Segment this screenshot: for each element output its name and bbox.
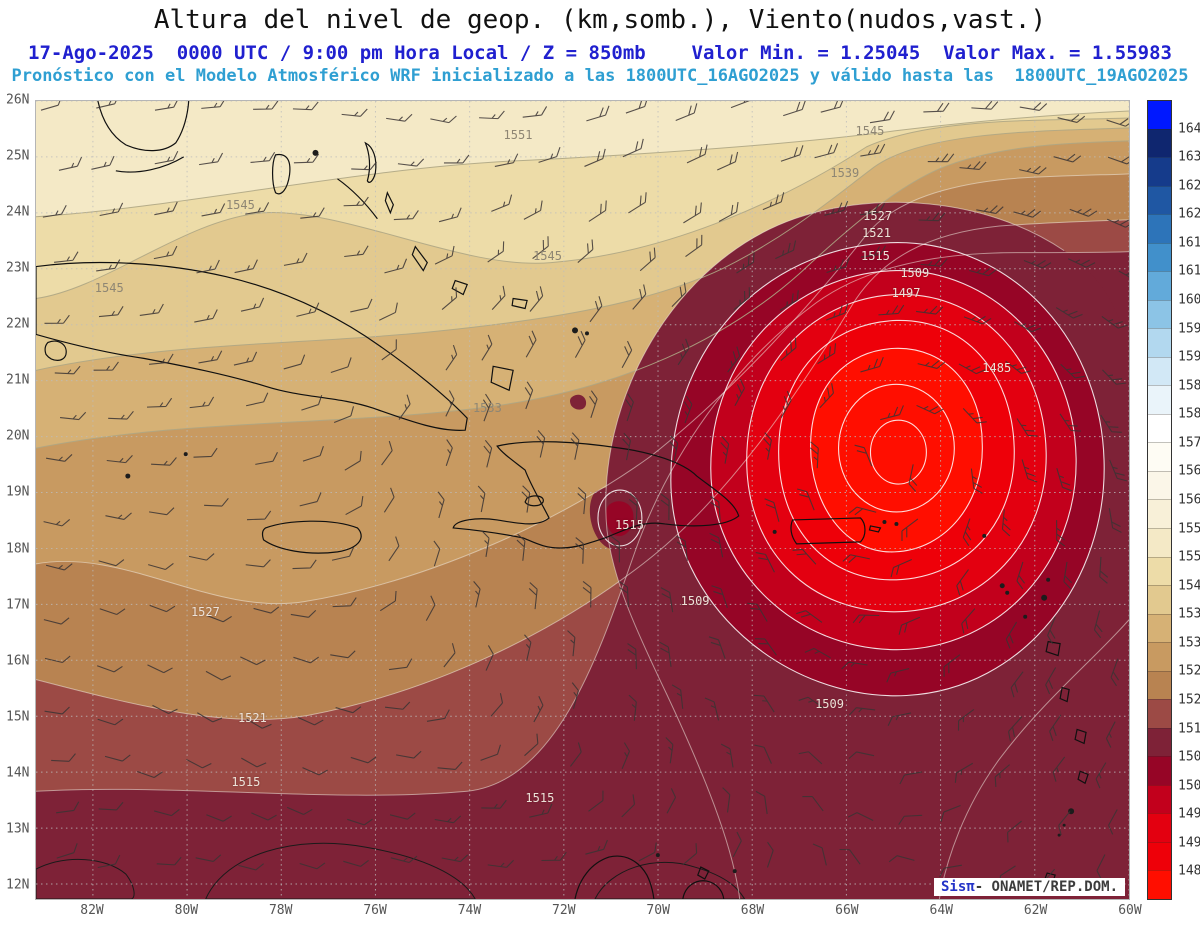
y-tick-label: 14N (6, 765, 30, 781)
x-tick-label: 72W (552, 903, 576, 918)
x-tick-label: 68W (740, 903, 765, 918)
colorbar-level-label: 1521 (1178, 692, 1200, 708)
colorbar-level-label: 1557 (1178, 521, 1200, 537)
colorbar-level-label: 1533 (1178, 635, 1200, 651)
colorbar-segment (1148, 642, 1171, 671)
colorbar-segment (1148, 271, 1171, 300)
colorbar-segment (1148, 385, 1171, 414)
colorbar-level-label: 1575 (1178, 435, 1200, 451)
y-tick-label: 19N (6, 484, 30, 500)
colorbar-level-label: 1641 (1178, 121, 1200, 137)
x-axis-labels: 82W 80W 78W 76W 74W 72W 70W 68W 66W 64W 62W 60W (35, 903, 1141, 921)
colorbar-level-label: 1527 (1178, 663, 1200, 679)
x-tick-label: 80W (174, 903, 199, 918)
colorbar-level-label: 1629 (1178, 178, 1200, 194)
colorbar-level-label: 1587 (1178, 378, 1200, 394)
y-tick-label: 20N (6, 428, 30, 444)
colorbar-segment (1148, 499, 1171, 528)
colorbar-level-label: 1497 (1178, 806, 1200, 822)
watermark: Sisπ- ONAMET/REP.DOM. (933, 878, 1125, 896)
page-title: Altura del nivel de geop. (km,somb.), Vi… (153, 5, 1047, 35)
x-tick-label: 82W (80, 903, 104, 918)
y-tick-label: 15N (6, 709, 30, 725)
coastlines (36, 101, 1089, 899)
wind-barbs (40, 101, 1129, 893)
colorbar-level-label: 1635 (1178, 149, 1200, 165)
colorbar-segment (1148, 727, 1171, 757)
colorbar-level-label: 1599 (1178, 321, 1200, 337)
y-tick-label: 26N (6, 92, 30, 108)
colorbar-segment (1148, 299, 1171, 329)
y-tick-label: 18N (6, 541, 30, 557)
colorbar-segment (1148, 556, 1171, 586)
colorbar-level-label: 1569 (1178, 463, 1200, 479)
x-tick-label: 60W (1118, 903, 1142, 918)
colorbar-level-label: 1485 (1178, 863, 1200, 879)
x-tick-label: 76W (363, 903, 387, 918)
y-axis-labels: 26N 25N 24N 23N 22N 21N 20N 19N 18N 17N 16N 15N 14N 1… (6, 93, 36, 900)
y-tick-label: 12N (6, 877, 30, 893)
colorbar-segment (1148, 470, 1171, 500)
colorbar-segment (1148, 157, 1171, 186)
x-tick-label: 78W (268, 903, 293, 918)
y-tick-label: 13N (6, 821, 30, 837)
colorbar-segment (1148, 356, 1171, 386)
colorbar-segment (1148, 242, 1171, 272)
x-tick-label: 62W (1023, 903, 1048, 918)
x-tick-label: 70W (646, 903, 670, 918)
y-tick-label: 16N (6, 653, 30, 669)
colorbar-segment (1148, 328, 1171, 357)
colorbar-level-label: 1539 (1178, 606, 1200, 622)
y-tick-label: 24N (6, 204, 30, 220)
colorbar-level-label: 1617 (1178, 235, 1200, 251)
colorbar (1147, 100, 1172, 900)
watermark-brand: Sisπ (940, 879, 975, 895)
lat-lon-grid (36, 101, 1129, 899)
colorbar-segment (1148, 699, 1171, 728)
colorbar-level-label: 1563 (1178, 492, 1200, 508)
y-tick-label: 25N (6, 148, 30, 164)
y-tick-label: 22N (6, 316, 30, 332)
colorbar-level-label: 1503 (1178, 778, 1200, 794)
x-tick-label: 66W (835, 903, 859, 918)
colorbar-segment (1148, 613, 1171, 643)
colorbar-segment (1148, 813, 1171, 842)
colorbar-segment (1148, 670, 1171, 700)
contour-field-svg (36, 101, 1129, 899)
colorbar-level-label: 1545 (1178, 578, 1200, 594)
colorbar-level-label: 1515 (1178, 721, 1200, 737)
contour-lines (36, 110, 1129, 899)
colorbar-segment (1148, 413, 1171, 443)
colorbar-segment (1148, 527, 1171, 557)
x-tick-label: 64W (929, 903, 953, 918)
colorbar-segment (1148, 585, 1171, 614)
colorbar-level-label: 1551 (1178, 549, 1200, 565)
subtitle-datetime: 17-Ago-2025 0000 UTC / 9:00 pm Hora Loca… (28, 42, 1172, 64)
colorbar-level-label: 1509 (1178, 749, 1200, 765)
y-tick-label: 21N (6, 372, 30, 388)
colorbar-segment (1148, 442, 1171, 471)
colorbar-segment (1148, 101, 1171, 129)
colorbar-level-label: 1623 (1178, 206, 1200, 222)
colorbar-segment (1148, 756, 1171, 785)
subtitle-model-run: Pronóstico con el Modelo Atmosférico WRF… (11, 66, 1189, 86)
colorbar-segment (1148, 185, 1171, 215)
colorbar-segment (1148, 841, 1171, 871)
x-tick-label: 74W (457, 903, 482, 918)
colorbar-segment (1148, 784, 1171, 814)
y-tick-label: 17N (6, 597, 30, 613)
colorbar-segment (1148, 870, 1171, 899)
colorbar-level-label: 1605 (1178, 292, 1200, 308)
map-plot-area: 1551 1545 1545 1545 1545 1539 1533 1527 1527 1521… (35, 100, 1130, 900)
watermark-org: - ONAMET/REP.DOM. (974, 879, 1118, 895)
colorbar-level-label: 1593 (1178, 349, 1200, 365)
y-tick-label: 23N (6, 260, 30, 276)
colorbar-segment (1148, 214, 1171, 243)
colorbar-segment (1148, 128, 1171, 158)
